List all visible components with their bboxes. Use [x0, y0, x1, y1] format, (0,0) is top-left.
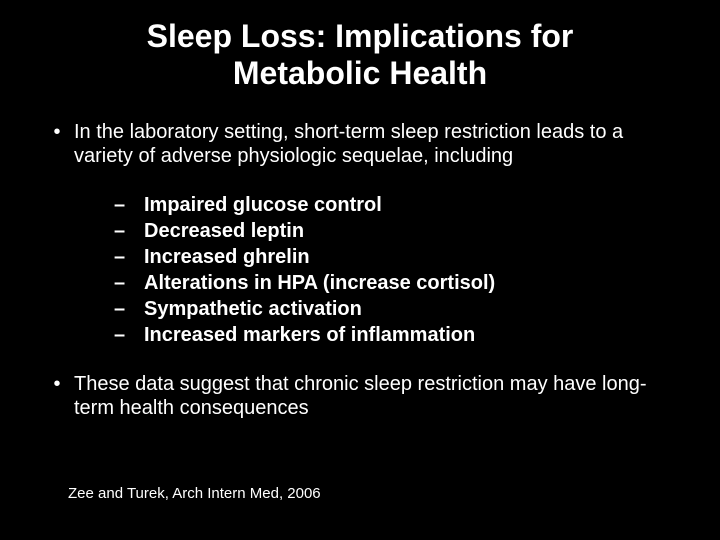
sub-bullet-text: Decreased leptin — [144, 218, 304, 244]
sub-bullet: – Decreased leptin — [114, 218, 680, 244]
slide-title: Sleep Loss: Implications for Metabolic H… — [80, 18, 640, 92]
sub-bullet: – Impaired glucose control — [114, 192, 680, 218]
bullet-level1: • These data suggest that chronic sleep … — [40, 372, 680, 420]
slide: Sleep Loss: Implications for Metabolic H… — [0, 0, 720, 540]
sub-bullet: – Alterations in HPA (increase cortisol) — [114, 270, 680, 296]
sub-bullet-marker: – — [114, 192, 144, 218]
sub-bullet-marker: – — [114, 322, 144, 348]
sub-bullet-list: – Impaired glucose control – Decreased l… — [114, 192, 680, 348]
bullet-text: These data suggest that chronic sleep re… — [74, 372, 680, 420]
sub-bullet-text: Increased markers of inflammation — [144, 322, 475, 348]
sub-bullet: – Increased ghrelin — [114, 244, 680, 270]
bullet-level1: • In the laboratory setting, short-term … — [40, 120, 680, 168]
sub-bullet: – Increased markers of inflammation — [114, 322, 680, 348]
sub-bullet-marker: – — [114, 296, 144, 322]
citation-text: Zee and Turek, Arch Intern Med, 2006 — [68, 485, 321, 502]
sub-bullet: – Sympathetic activation — [114, 296, 680, 322]
sub-bullet-marker: – — [114, 270, 144, 296]
sub-bullet-text: Impaired glucose control — [144, 192, 382, 218]
sub-bullet-text: Sympathetic activation — [144, 296, 362, 322]
bullet-text: In the laboratory setting, short-term sl… — [74, 120, 680, 168]
bullet-marker: • — [40, 372, 74, 420]
sub-bullet-marker: – — [114, 218, 144, 244]
sub-bullet-text: Alterations in HPA (increase cortisol) — [144, 270, 495, 296]
sub-bullet-marker: – — [114, 244, 144, 270]
sub-bullet-text: Increased ghrelin — [144, 244, 310, 270]
bullet-marker: • — [40, 120, 74, 168]
